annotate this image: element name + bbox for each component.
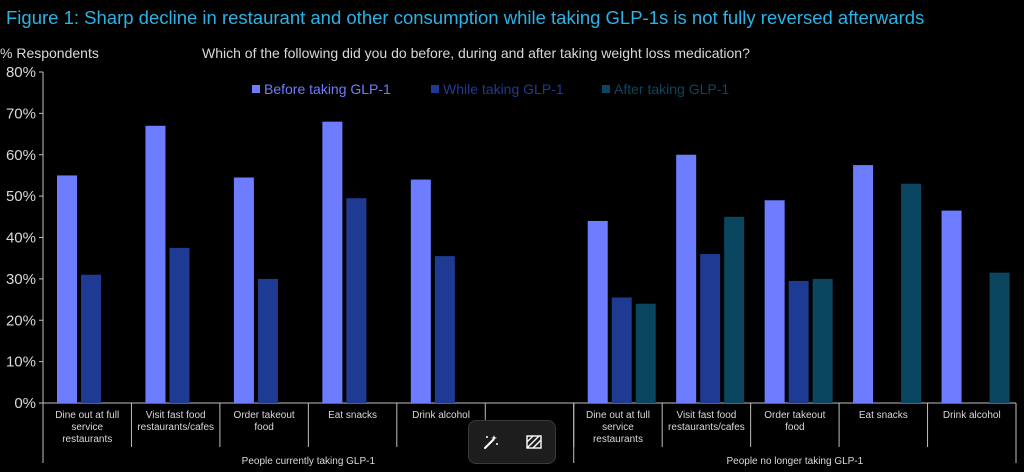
bar (724, 216, 745, 403)
bar (989, 272, 1010, 403)
category-label: Eat snacks (328, 410, 377, 421)
legend-label: Before taking GLP-1 (264, 81, 391, 97)
bar (145, 125, 166, 403)
category-label: Eat snacks (859, 410, 908, 421)
legend-swatch (431, 85, 439, 93)
bar (434, 256, 455, 403)
category-label: Dine out at full (586, 410, 650, 421)
bar (676, 154, 697, 403)
category-label: restaurants/cafes (668, 422, 745, 433)
category-label: Visit fast food (146, 410, 206, 421)
category-label: Order takeout (234, 410, 295, 421)
bar (410, 179, 431, 403)
bar (788, 280, 809, 403)
y-tick-label: 80% (6, 64, 36, 81)
group-label: People no longer taking GLP-1 (726, 456, 863, 467)
figure-title: Figure 1: Sharp decline in restaurant an… (6, 7, 925, 28)
hatch-pattern-icon (525, 435, 542, 449)
bar (346, 198, 367, 403)
category-label: Dine out at full (55, 410, 119, 421)
magic-wand-icon (483, 435, 498, 449)
category-label: restaurants/cafes (137, 422, 214, 433)
bar (57, 175, 77, 403)
y-tick-label: 50% (6, 188, 36, 205)
bar (941, 210, 962, 403)
category-label: Drink alcohol (412, 410, 470, 421)
magic-wand-button[interactable] (477, 428, 505, 456)
bar (853, 165, 874, 403)
bar (764, 200, 785, 403)
y-tick-label: 40% (6, 230, 36, 247)
category-label: Order takeout (764, 410, 825, 421)
legend-swatch (602, 85, 610, 93)
bar (257, 278, 278, 403)
category-label: Drink alcohol (943, 410, 1001, 421)
legend-label: After taking GLP-1 (614, 81, 729, 97)
legend-swatch (252, 85, 260, 93)
bar (81, 274, 101, 403)
hatch-pattern-button[interactable] (520, 428, 548, 456)
y-tick-label: 30% (6, 271, 36, 288)
bar (169, 247, 190, 403)
bar (700, 254, 721, 403)
group-label: People currently taking GLP-1 (242, 456, 376, 467)
bar (901, 183, 922, 403)
y-axis-header: % Respondents (0, 45, 99, 61)
category-label: food (785, 422, 804, 433)
floating-toolbar (468, 420, 556, 464)
category-label: restaurants (593, 434, 643, 445)
bar (635, 303, 656, 403)
category-label: restaurants (62, 434, 112, 445)
chart-subtitle: Which of the following did you do before… (202, 45, 750, 61)
bar (322, 121, 343, 404)
bar (611, 297, 632, 403)
y-tick-label: 10% (6, 354, 36, 371)
y-tick-label: 70% (6, 105, 36, 122)
category-label: food (254, 422, 273, 433)
bar (812, 278, 833, 403)
bar (587, 220, 608, 403)
bar (233, 177, 254, 403)
y-tick-label: 0% (14, 395, 36, 412)
category-label: service (602, 422, 634, 433)
y-tick-label: 60% (6, 147, 36, 164)
y-tick-label: 20% (6, 312, 36, 329)
category-label: Visit fast food (676, 410, 736, 421)
category-label: service (71, 422, 103, 433)
legend-label: While taking GLP-1 (443, 81, 564, 97)
